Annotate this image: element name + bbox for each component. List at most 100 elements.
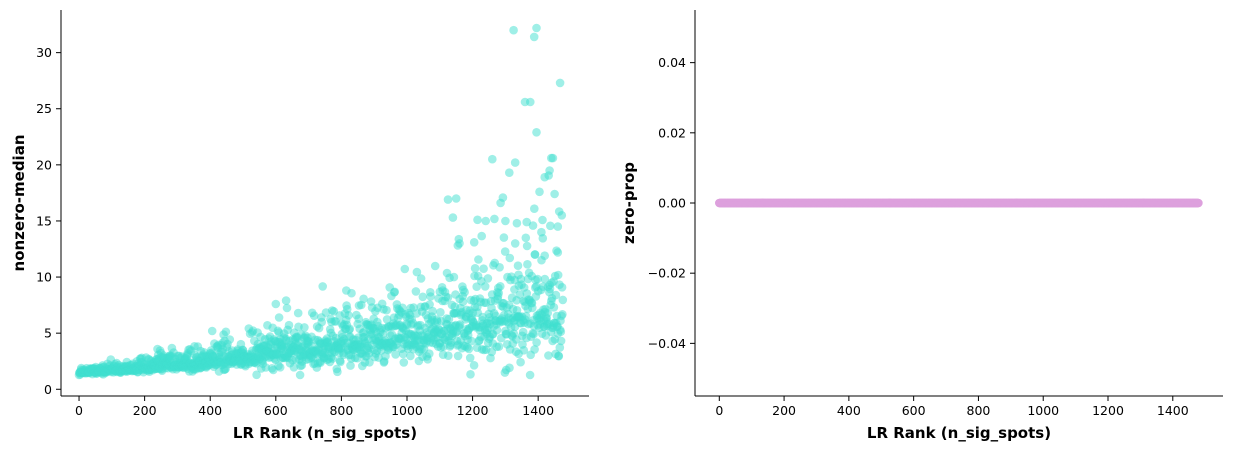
scatter-point xyxy=(289,363,299,372)
y-tick-label: 0.02 xyxy=(658,125,686,140)
y-tick-label: 25 xyxy=(36,101,52,116)
scatter-point xyxy=(488,154,497,164)
y-tick-label: 0.00 xyxy=(658,196,686,211)
scatter-point xyxy=(521,233,531,243)
scatter-point xyxy=(455,239,464,248)
scatter-point xyxy=(554,351,564,361)
scatter-point xyxy=(425,349,434,359)
scatter-point xyxy=(501,216,510,226)
scatter-point xyxy=(544,351,553,360)
scatter-point xyxy=(444,314,454,324)
scatter-point xyxy=(382,315,392,324)
scatter-point xyxy=(398,303,407,313)
scatter-point xyxy=(558,310,567,319)
scatter-point xyxy=(540,251,549,260)
scatter-point xyxy=(271,299,281,309)
scatter-point xyxy=(225,335,235,344)
scatter-point xyxy=(479,264,488,274)
y-tick-label: 10 xyxy=(36,270,52,285)
scatter-point xyxy=(553,270,563,280)
scatter-point xyxy=(495,263,504,272)
scatter-point xyxy=(359,294,368,304)
scatter-point xyxy=(494,288,504,298)
scatter-point xyxy=(464,344,474,354)
scatter-point xyxy=(522,241,532,251)
scatter-point xyxy=(281,296,291,305)
scatter-point xyxy=(557,211,567,220)
scatter-point xyxy=(455,320,465,329)
scatter-point xyxy=(540,172,549,182)
scatter-point xyxy=(494,342,504,351)
y-tick-label: −0.04 xyxy=(648,336,686,351)
scatter-point xyxy=(521,311,531,321)
scatter-point xyxy=(546,221,555,231)
y-tick-label: −0.02 xyxy=(648,266,686,281)
scatter-point xyxy=(282,303,292,313)
scatter-point xyxy=(436,308,445,317)
scatter-point xyxy=(516,357,525,367)
scatter-point xyxy=(528,303,537,313)
x-tick-label: 800 xyxy=(329,403,353,418)
scatter-point xyxy=(439,342,448,352)
scatter-point xyxy=(505,253,515,263)
scatter-point xyxy=(530,345,539,354)
scatter-point xyxy=(460,287,469,297)
x-tick-label: 200 xyxy=(133,403,157,418)
scatter-point xyxy=(499,233,509,242)
scatter-point xyxy=(465,353,475,363)
y-tick-label: 5 xyxy=(44,326,52,341)
x-tick-label: 1000 xyxy=(1027,403,1059,418)
scatter-point xyxy=(543,308,552,318)
x-tick-label: 1200 xyxy=(1092,403,1124,418)
y-axis-label: nonzero-median xyxy=(10,135,28,272)
scatter-point xyxy=(449,272,459,282)
scatter-point xyxy=(430,261,440,271)
scatter-point xyxy=(549,303,559,312)
scatter-point xyxy=(505,168,514,177)
scatter-point xyxy=(513,261,523,271)
scatter-point xyxy=(498,193,508,202)
scatter-point xyxy=(399,358,409,367)
scatter-point xyxy=(342,286,351,295)
scatter-point xyxy=(483,274,493,283)
scatter-point xyxy=(530,250,540,259)
scatter-point xyxy=(537,227,546,237)
zero-prop-scatter-chart: 0 200 400 600 800 1000 1200 1400 −0.04 −0.02 0.00 0… xyxy=(620,10,1223,442)
scatter-point xyxy=(354,314,364,324)
scatter-point xyxy=(275,363,285,372)
scatter-point xyxy=(510,158,520,167)
x-axis-label: LR Rank (n_sig_spots) xyxy=(867,424,1051,442)
scatter-point xyxy=(505,363,514,373)
x-tick-label: 600 xyxy=(264,403,288,418)
scatter-points xyxy=(715,198,1203,208)
scatter-point xyxy=(328,354,337,363)
scatter-point xyxy=(317,317,327,327)
axes: 0 200 400 600 800 1000 1200 1400 0 5 10 15 20 25 30 LR … xyxy=(10,10,589,442)
scatter-point xyxy=(448,213,458,222)
scatter-point xyxy=(207,326,217,336)
scatter-point xyxy=(416,274,426,283)
scatter-point xyxy=(551,290,561,300)
scatter-point xyxy=(365,358,374,367)
scatter-point xyxy=(458,297,468,307)
scatter-point xyxy=(333,367,342,377)
scatter-point xyxy=(529,32,539,42)
nonzero-median-scatter-chart: 0 200 400 600 800 1000 1200 1400 0 5 10 15 20 25 30 LR … xyxy=(10,10,589,442)
scatter-point xyxy=(480,282,490,291)
scatter-point xyxy=(391,350,400,359)
x-tick-label: 800 xyxy=(967,403,991,418)
scatter-point xyxy=(1194,198,1203,208)
scatter-point xyxy=(477,231,487,241)
scatter-point xyxy=(444,351,453,361)
scatter-point xyxy=(523,260,532,269)
scatter-point xyxy=(525,370,535,380)
x-tick-label: 1400 xyxy=(522,403,554,418)
scatter-point xyxy=(553,248,563,257)
scatter-point xyxy=(556,327,566,337)
x-tick-label: 1200 xyxy=(457,403,489,418)
scatter-point xyxy=(295,370,305,380)
y-tick-label: 0 xyxy=(44,382,52,397)
scatter-point xyxy=(400,264,410,274)
scatter-point xyxy=(532,338,541,347)
scatter-point xyxy=(443,195,453,204)
